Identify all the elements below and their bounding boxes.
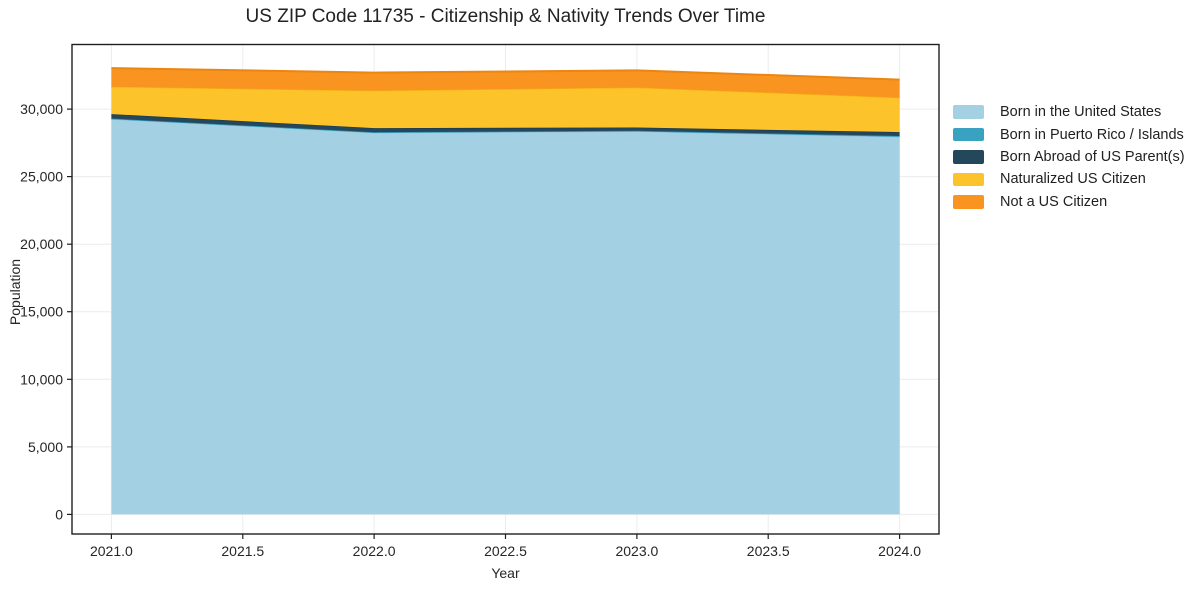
y-tick-label: 5,000 <box>28 439 63 455</box>
y-tick-label: 0 <box>55 506 63 522</box>
legend-item: Born Abroad of US Parent(s) <box>953 146 1185 168</box>
legend-label-born-us: Born in the United States <box>1000 104 1162 121</box>
legend-swatch-born-abroad <box>953 150 984 164</box>
x-tick-label: 2022.0 <box>353 543 396 559</box>
y-tick-label: 15,000 <box>20 304 63 320</box>
y-tick-label: 25,000 <box>20 169 63 185</box>
legend-item: Naturalized US Citizen <box>953 168 1185 190</box>
area-series-0 <box>111 119 900 515</box>
legend-swatch-born-us <box>953 105 984 119</box>
legend: Born in the United States Born in Puerto… <box>953 101 1185 213</box>
x-tick-label: 2023.0 <box>615 543 658 559</box>
y-tick-label: 20,000 <box>20 236 63 252</box>
chart-title: US ZIP Code 11735 - Citizenship & Nativi… <box>245 6 766 27</box>
y-tick-label: 10,000 <box>20 371 63 387</box>
area-series-4 <box>111 68 900 98</box>
x-axis-label: Year <box>491 565 520 581</box>
x-tick-label: 2021.5 <box>221 543 264 559</box>
y-axis-label: Population <box>7 258 23 326</box>
legend-item: Not a US Citizen <box>953 191 1185 213</box>
area-series-3 <box>111 86 900 133</box>
x-tick-label: 2023.5 <box>747 543 790 559</box>
area-series-2 <box>111 114 900 136</box>
legend-item: Born in Puerto Rico / Islands <box>953 123 1185 145</box>
legend-label-not-citizen: Not a US Citizen <box>1000 193 1108 210</box>
legend-label-born-abroad: Born Abroad of US Parent(s) <box>1000 148 1185 165</box>
legend-item: Born in the United States <box>953 101 1185 123</box>
y-tick-label: 30,000 <box>20 101 63 117</box>
x-tick-label: 2024.0 <box>878 543 921 559</box>
legend-label-naturalized: Naturalized US Citizen <box>1000 171 1146 188</box>
legend-label-born-pr: Born in Puerto Rico / Islands <box>1000 126 1184 143</box>
x-tick-label: 2022.5 <box>484 543 527 559</box>
legend-swatch-born-pr <box>953 127 984 142</box>
legend-swatch-naturalized <box>953 172 984 187</box>
x-tick-label: 2021.0 <box>90 543 133 559</box>
legend-swatch-not-citizen <box>953 195 984 209</box>
area-edge-4 <box>111 67 900 81</box>
